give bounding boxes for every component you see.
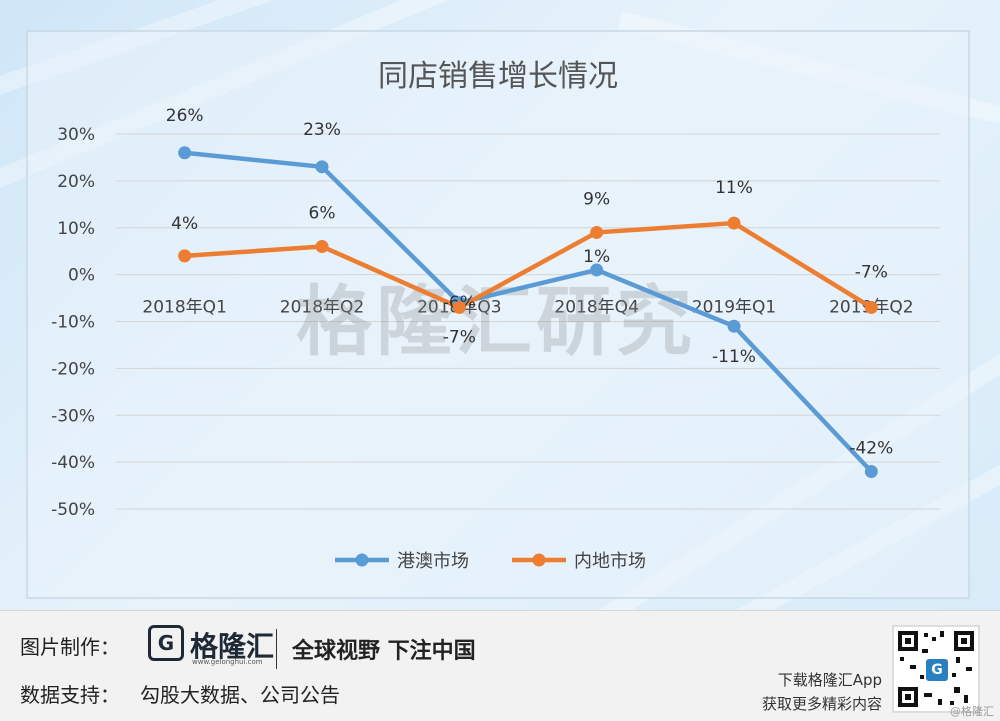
data-point — [590, 263, 604, 277]
data-label: 26% — [166, 106, 204, 126]
data-label: 23% — [303, 120, 341, 140]
data-point — [864, 465, 878, 478]
y-tick-label: -50% — [51, 500, 95, 520]
y-tick-label: 10% — [57, 219, 95, 239]
data-point — [178, 249, 192, 263]
legend-label: 内地市场 — [574, 551, 646, 572]
slogan: 全球视野 下注中国 — [292, 639, 476, 664]
x-tick-label: 2018年Q1 — [142, 298, 226, 318]
series-layer: 26%23%-6%1%-11%-42%4%6%-7%9%11%-7% — [166, 106, 893, 478]
qr-code-icon[interactable]: G — [892, 625, 980, 713]
logo-divider — [276, 629, 277, 669]
logo-url: www.gelonghui.com — [192, 658, 263, 666]
y-axis-ticks: 30% 20% 10% 0% -10% -20% -30% -40% -50% — [51, 125, 95, 520]
data-label: 9% — [583, 189, 610, 209]
qr-badge: G — [926, 659, 948, 681]
x-tick-label: 2019年Q1 — [692, 298, 776, 318]
data-label: 4% — [171, 214, 198, 234]
chart: 同店销售增长情况 30% 20% 10% 0% -10% -20% -30% -40% -50%… — [26, 30, 970, 599]
legend: 港澳市场 内地市场 — [335, 551, 646, 572]
legend-marker — [355, 553, 369, 567]
source-label: 数据支持： — [20, 683, 120, 707]
y-tick-label: -20% — [51, 359, 95, 379]
data-point — [178, 146, 192, 160]
series-line — [184, 150, 873, 474]
series-line — [184, 220, 873, 310]
x-tick-label: 2018年Q4 — [554, 298, 638, 318]
data-label: 1% — [583, 247, 610, 267]
credit-label: 图片制作： — [20, 635, 120, 659]
footer: 图片制作： G 格隆汇 www.gelonghui.com 全球视野 下注中国 … — [0, 610, 1000, 721]
data-point — [452, 300, 466, 314]
app-download-text: 下载格隆汇App — [777, 671, 882, 689]
y-tick-label: -40% — [51, 453, 95, 473]
data-point — [315, 160, 329, 174]
x-tick-label: 2018年Q2 — [280, 298, 364, 318]
legend-label: 港澳市场 — [397, 551, 469, 572]
logo-name: 格隆汇 — [190, 630, 275, 663]
y-tick-label: 0% — [68, 266, 95, 286]
data-label: -11% — [712, 347, 756, 367]
data-label: 6% — [309, 204, 336, 224]
data-label: -42% — [849, 439, 893, 459]
data-point — [727, 319, 741, 333]
data-point — [727, 216, 741, 230]
corner-watermark: @格隆汇 — [950, 705, 994, 718]
data-label: -7% — [443, 327, 476, 347]
data-point — [315, 240, 329, 253]
plot-area-frame — [26, 30, 970, 599]
chart-title: 同店销售增长情况 — [378, 59, 618, 94]
y-tick-label: 20% — [57, 172, 95, 192]
data-point — [590, 225, 604, 239]
watermark-text: 格隆汇研究 — [296, 277, 696, 366]
source-text: 勾股大数据、公司公告 — [140, 683, 340, 707]
data-label: 11% — [715, 178, 753, 198]
y-tick-label: -30% — [51, 406, 95, 426]
logo-g-icon: G — [148, 625, 184, 661]
y-tick-label: -10% — [51, 313, 95, 333]
gridlines — [116, 133, 940, 510]
data-point — [864, 300, 878, 314]
y-tick-label: 30% — [57, 125, 95, 145]
legend-marker — [532, 553, 546, 567]
data-label: -7% — [855, 262, 888, 282]
app-promo-text: 获取更多精彩内容 — [761, 695, 882, 713]
qr-pattern — [898, 631, 974, 707]
